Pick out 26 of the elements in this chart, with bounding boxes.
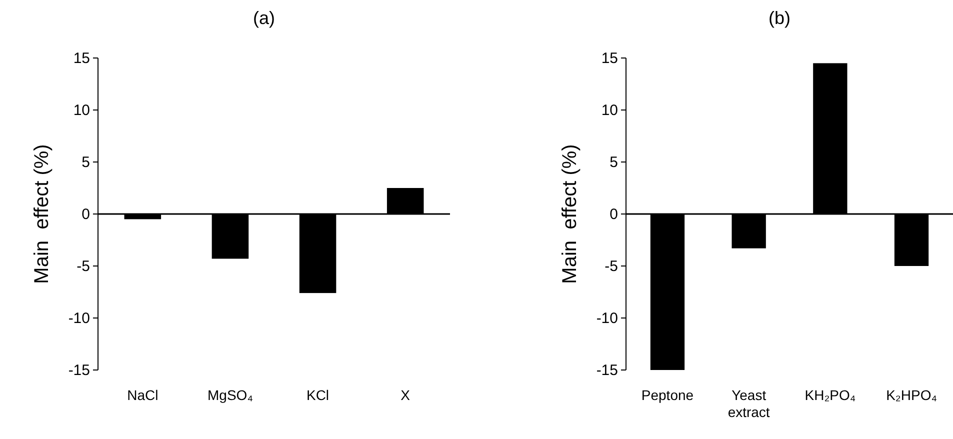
y-tick-label: -5	[604, 258, 618, 275]
y-tick-label: 5	[82, 154, 90, 171]
x-tick-label: KH₂PO₄	[804, 387, 856, 403]
y-tick-label: 5	[610, 154, 618, 171]
chart-title: (b)	[768, 8, 790, 28]
y-tick-label: -15	[68, 362, 90, 379]
x-tick-label: NaCl	[127, 387, 158, 403]
y-axis-title: Main effect (%)	[559, 144, 581, 284]
x-tick-label: MgSO₄	[208, 387, 254, 403]
y-tick-label: 10	[601, 102, 618, 119]
x-tick-label: KCl	[306, 387, 330, 403]
y-tick-label: -10	[68, 310, 90, 327]
y-tick-label: 15	[601, 50, 618, 67]
y-tick-label: 10	[73, 102, 90, 119]
y-axis-title: Main effect (%)	[31, 144, 53, 284]
y-tick-label: 0	[610, 206, 618, 223]
y-tick-label: 15	[73, 50, 90, 67]
y-tick-label: -10	[596, 310, 618, 327]
y-tick-label: -15	[596, 362, 618, 379]
y-tick-label: -5	[76, 258, 90, 275]
chart-title: (a)	[253, 8, 275, 28]
y-tick-label: 0	[82, 206, 90, 223]
x-tick-label: Peptone	[641, 387, 694, 403]
x-tick-label: K₂HPO₄	[886, 387, 938, 403]
x-tick-label: X	[400, 387, 411, 403]
x-tick-label: Yeast extract	[728, 387, 770, 420]
